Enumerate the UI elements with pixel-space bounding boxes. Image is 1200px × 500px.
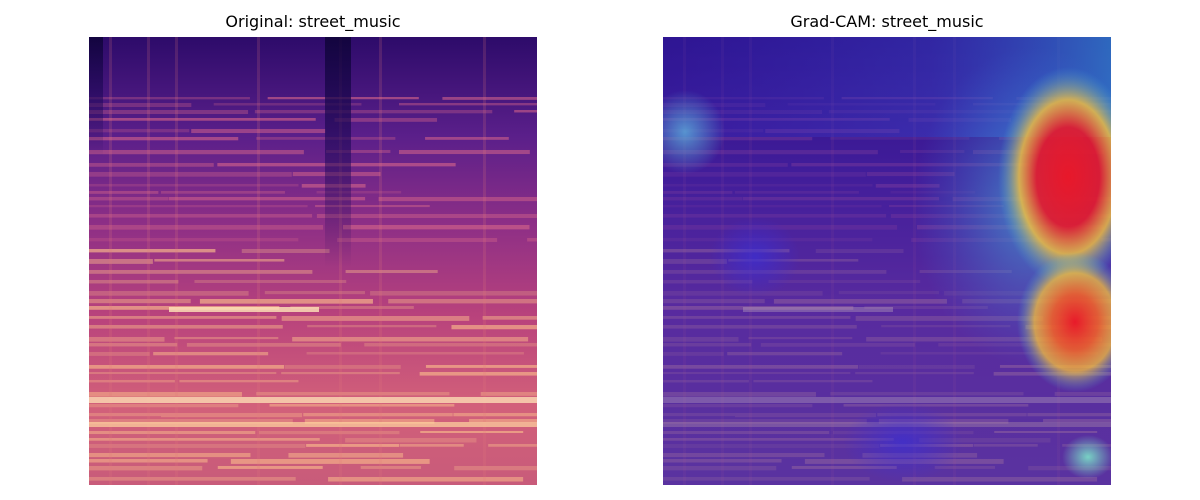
original-spectrogram-image <box>89 37 537 485</box>
gradcam-panel-title: Grad-CAM: street_music <box>790 12 984 31</box>
original-panel-title: Original: street_music <box>225 12 401 31</box>
gradcam-overlay-image <box>663 37 1111 485</box>
